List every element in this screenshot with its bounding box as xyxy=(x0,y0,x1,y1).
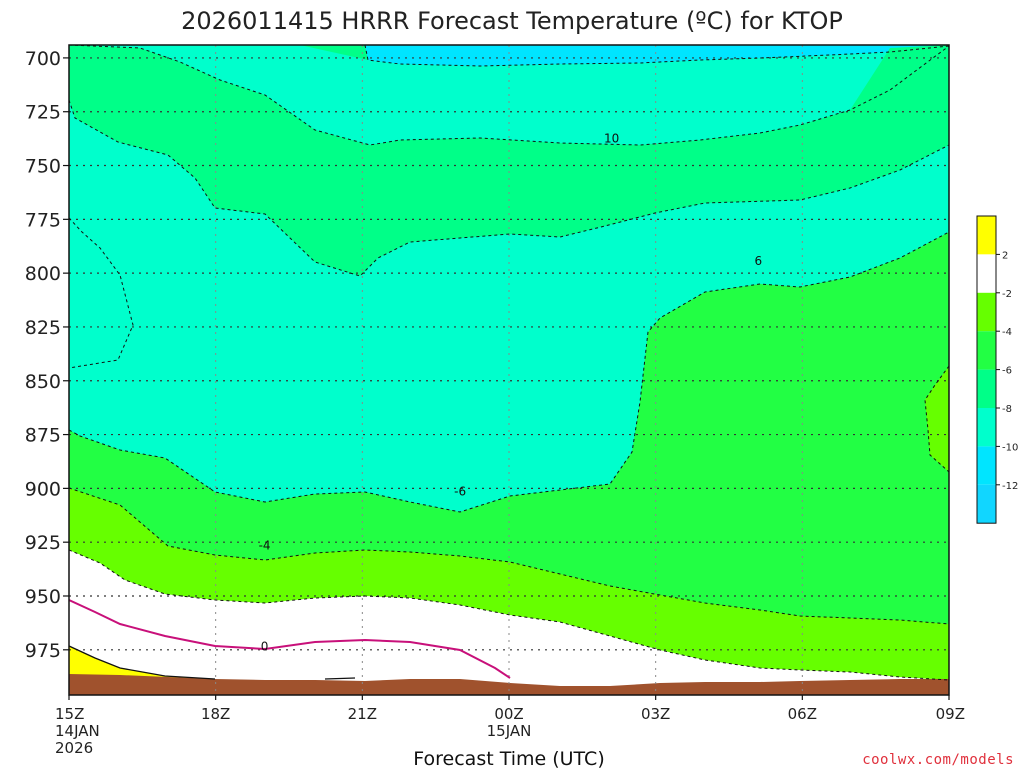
colorbar-tick-label: -2 xyxy=(1002,289,1012,300)
y-tick-label: 975 xyxy=(25,640,61,662)
band-minus-6-to-minus-8-main xyxy=(69,45,949,276)
credit-text: coolwx.com/models xyxy=(862,752,1014,768)
contour-label: 0 xyxy=(261,639,269,653)
y-tick-label: 750 xyxy=(25,156,61,178)
contour-plus-2 xyxy=(69,645,216,680)
x-axis-label: Forecast Time (UTC) xyxy=(413,748,604,768)
y-tick-label: 900 xyxy=(25,478,61,500)
colorbar-segment xyxy=(977,369,996,408)
contour-label: 10 xyxy=(604,132,619,146)
band-minus-6-to-minus-8 xyxy=(69,45,368,60)
contour-minus-10 xyxy=(69,99,949,277)
band-above-2 xyxy=(69,646,215,680)
contour-label: -6 xyxy=(454,485,466,499)
y-tick-label: 800 xyxy=(25,263,61,285)
y-tick-label: 700 xyxy=(25,48,61,70)
colorbar-segment xyxy=(977,254,996,293)
y-tick-label: 825 xyxy=(25,317,61,339)
colorbar: 2 -2 -4 -6 -8 -10 -12 xyxy=(976,215,1018,524)
x-tick-label: 00Z xyxy=(494,705,523,723)
colorbar-tick-label: -4 xyxy=(1002,327,1012,338)
colorbar-tick-label: -10 xyxy=(1002,442,1018,453)
y-axis: 700 725 750 775 800 825 850 875 900 925 950 975 xyxy=(25,48,69,662)
x-tick-date: 15JAN xyxy=(487,722,532,740)
y-tick-label: 775 xyxy=(25,209,61,231)
colorbar-tick-label: -8 xyxy=(1002,404,1012,415)
colorbar-tick-label: -6 xyxy=(1002,366,1012,377)
terrain xyxy=(69,674,949,695)
contour-label: -4 xyxy=(259,538,271,552)
contour-left-bump xyxy=(69,217,134,369)
contour-lines xyxy=(69,45,949,681)
contour-label: 6 xyxy=(755,254,763,268)
colorbar-tick-label: 2 xyxy=(1002,250,1008,261)
x-tick-label: 09Z xyxy=(936,705,965,723)
band-minus-2-to-2 xyxy=(69,550,949,695)
x-tick-label: 21Z xyxy=(348,705,377,723)
contour-minus-12 xyxy=(364,45,949,67)
x-tick-label: 18Z xyxy=(201,705,230,723)
y-tick-label: 950 xyxy=(25,586,61,608)
colorbar-segment xyxy=(977,484,996,524)
band-minus-10-to-minus-12 xyxy=(365,45,949,66)
colorbar-segment xyxy=(977,292,996,332)
contour-right-blob xyxy=(924,365,949,473)
contour-plus-2-small xyxy=(324,677,356,680)
contour-minus-10-upper xyxy=(69,45,949,146)
y-tick-label: 875 xyxy=(25,425,61,447)
x-tick-label: 06Z xyxy=(788,705,817,723)
colorbar-segment xyxy=(977,331,996,370)
colorbar-segment xyxy=(977,408,996,447)
y-tick-label: 725 xyxy=(25,102,61,124)
chart-title: 2026011415 HRRR Forecast Temperature (ºC… xyxy=(181,7,843,35)
y-tick-label: 925 xyxy=(25,532,61,554)
x-tick-label: 15Z xyxy=(55,705,84,723)
colorbar-segment xyxy=(977,446,996,485)
contour-minus-4 xyxy=(69,487,949,625)
x-tick-date: 14JAN xyxy=(55,722,100,740)
contour-zero xyxy=(69,599,511,679)
y-tick-label: 850 xyxy=(25,371,61,393)
contour-minus-2 xyxy=(69,549,949,681)
x-tick-year: 2026 xyxy=(55,739,93,757)
contour-minus-6 xyxy=(69,231,949,513)
colorbar-segment xyxy=(977,216,996,255)
band-right-blob xyxy=(925,366,949,472)
x-tick-label: 03Z xyxy=(641,705,670,723)
plot-area xyxy=(69,45,949,695)
band-left-bump xyxy=(69,218,133,368)
contour-labels: 10 6 -6 -4 0 xyxy=(259,132,763,654)
colorbar-tick-label: -12 xyxy=(1002,481,1018,492)
